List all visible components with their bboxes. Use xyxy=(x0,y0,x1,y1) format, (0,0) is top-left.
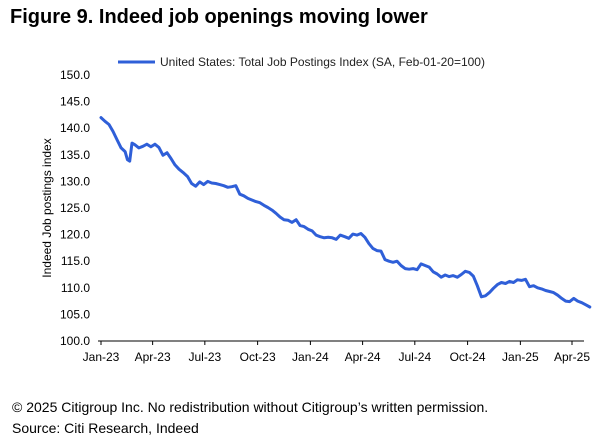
y-tick-label: 130.0 xyxy=(60,174,90,188)
x-tick-label: Jul-23 xyxy=(188,350,221,364)
y-tick-label: 145.0 xyxy=(60,95,90,109)
x-tick-label: Jan-23 xyxy=(83,350,120,364)
copyright-note: © 2025 Citigroup Inc. No redistribution … xyxy=(12,399,489,415)
y-tick-label: 100.0 xyxy=(60,334,90,348)
x-tick-label: Apr-24 xyxy=(345,350,381,364)
series-line xyxy=(99,116,592,309)
x-tick-label: Jan-25 xyxy=(502,350,539,364)
y-tick-label: 125.0 xyxy=(60,201,90,215)
x-tick-label: Apr-23 xyxy=(135,350,171,364)
y-tick-label: 135.0 xyxy=(60,148,90,162)
x-tick-label: Oct-23 xyxy=(240,350,276,364)
figure-title: Figure 9. Indeed job openings moving low… xyxy=(10,6,428,28)
y-tick-label: 115.0 xyxy=(61,254,90,268)
x-tick-label: Oct-24 xyxy=(450,350,486,364)
y-tick-label: 110.0 xyxy=(61,281,90,295)
y-tick-label: 105.0 xyxy=(60,307,90,321)
y-tick-label: 150.0 xyxy=(60,68,90,82)
y-tick-label: 120.0 xyxy=(60,228,90,242)
y-axis-title: Indeed Job postings index xyxy=(40,138,54,277)
x-tick-label: Jan-24 xyxy=(292,350,329,364)
x-tick-label: Apr-25 xyxy=(554,350,590,364)
source-note: Source: Citi Research, Indeed xyxy=(12,420,199,436)
y-tick-label: 140.0 xyxy=(60,121,90,135)
x-tick-label: Jul-24 xyxy=(398,350,431,364)
legend-label: United States: Total Job Postings Index … xyxy=(160,55,485,69)
